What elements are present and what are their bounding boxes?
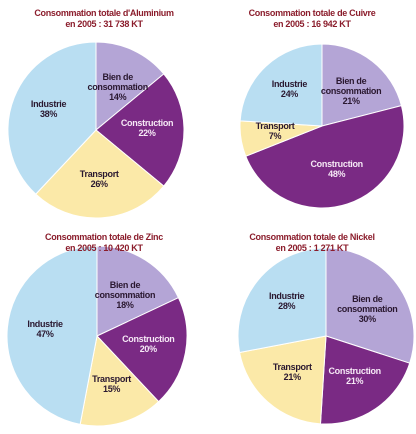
category-label: Bien de consommation — [87, 71, 149, 92]
value-label: 15% — [103, 384, 121, 395]
pie-slice — [237, 247, 327, 354]
pie-slice — [238, 335, 327, 425]
value-label: 7% — [268, 131, 282, 142]
slice-label: Bien de consommation 21% — [313, 76, 389, 106]
pie-slice — [79, 334, 160, 427]
slice-label: Construction 21% — [317, 366, 393, 386]
slice-label: Industrie 47% — [7, 319, 83, 339]
pie-slice — [96, 245, 180, 337]
category-label: Transport — [272, 362, 312, 373]
pie-slice — [95, 41, 165, 132]
category-label: Transport — [79, 168, 119, 179]
value-label: 38% — [39, 109, 58, 120]
slice-label: Transport 21% — [254, 362, 330, 382]
pie-slice — [325, 247, 415, 364]
value-label: 18% — [116, 299, 134, 310]
slice-label: Bien de consommation 14% — [80, 72, 156, 102]
chart-title: Consommation totale d'Aluminium — [34, 8, 174, 18]
category-label: Industrie — [27, 319, 63, 330]
pie-slice — [319, 335, 411, 425]
slice-label: Transport 7% — [237, 121, 313, 141]
category-label: Transport — [255, 121, 295, 132]
category-label: Transport — [92, 374, 131, 385]
chart-title: Consommation totale de Nickel — [249, 232, 375, 242]
chart-subtitle: en 2005 : 10 420 KT — [65, 243, 143, 253]
category-label: Bien de consommation — [94, 279, 156, 300]
value-label: 24% — [280, 89, 298, 100]
slice-label: Industrie 24% — [251, 79, 327, 99]
chart-subtitle: en 2005 : 1 271 KT — [275, 243, 349, 253]
category-label: Construction — [328, 366, 381, 377]
category-label: Bien de consommation — [337, 293, 398, 314]
category-label: Construction — [310, 159, 363, 170]
slice-label: Construction 20% — [110, 334, 186, 354]
pie-slice — [7, 41, 97, 195]
slice-label: Bien de consommation 18% — [87, 280, 163, 310]
pie-slice — [35, 129, 165, 219]
category-label: Bien de consommation — [320, 76, 382, 97]
chart-title: Consommation totale de Zinc — [45, 232, 163, 242]
chart-title: Consommation totale de Cuivre — [248, 8, 376, 18]
slice-label: Transport 15% — [74, 374, 150, 394]
value-label: 22% — [138, 128, 156, 138]
pie-slice — [245, 104, 405, 209]
slice-label: Bien de consommation 30% — [329, 294, 405, 324]
pie-slice — [239, 43, 323, 127]
pie-slice — [321, 43, 403, 127]
category-label: Construction — [122, 333, 175, 344]
value-label: 21% — [346, 376, 364, 387]
pie-slice — [6, 245, 98, 425]
slice-label: Transport 26% — [61, 169, 137, 189]
category-label: Construction — [120, 118, 174, 128]
pie-slice — [95, 73, 185, 187]
chart-header: Consommation totale d'Aluminium en 2005 :… — [0, 8, 208, 30]
value-label: 14% — [109, 91, 127, 102]
category-label: Industrie — [269, 291, 305, 302]
chart-subtitle: en 2005 : 16 942 KT — [273, 19, 351, 29]
value-label: 21% — [283, 372, 301, 383]
chart-subtitle: en 2005 : 31 738 KT — [65, 19, 143, 29]
value-label: 20% — [139, 343, 157, 354]
slice-label: Construction 22% — [109, 118, 185, 138]
slice-label: Industrie 28% — [249, 291, 325, 311]
chart-header: Consommation totale de Nickel en 2005 : 1… — [208, 232, 416, 254]
category-label: Industrie — [271, 79, 308, 90]
category-label: Industrie — [30, 99, 67, 110]
value-label: 28% — [278, 301, 296, 312]
pie-slice — [96, 297, 188, 403]
value-label: 48% — [328, 169, 346, 180]
value-label: 26% — [90, 178, 108, 189]
value-label: 21% — [342, 96, 360, 107]
value-label: 30% — [358, 313, 376, 324]
chart-header: Consommation totale de Zinc en 2005 : 10 … — [0, 232, 208, 254]
slice-label: Construction 48% — [299, 159, 375, 179]
slice-label: Industrie 38% — [11, 99, 87, 119]
chart-header: Consommation totale de Cuivre en 2005 : 1… — [208, 8, 416, 30]
value-label: 47% — [36, 329, 54, 340]
